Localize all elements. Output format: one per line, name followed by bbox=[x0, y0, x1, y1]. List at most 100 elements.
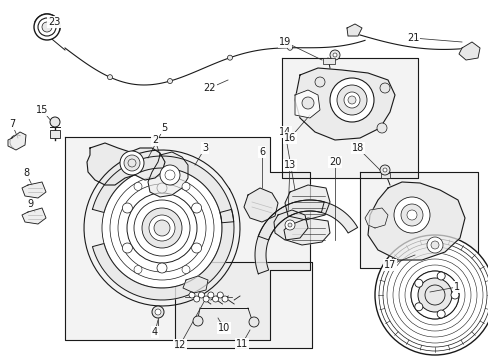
Circle shape bbox=[157, 183, 167, 193]
Bar bbox=[323, 58, 334, 64]
Polygon shape bbox=[92, 156, 233, 223]
Circle shape bbox=[287, 45, 292, 50]
Circle shape bbox=[329, 50, 339, 60]
Polygon shape bbox=[294, 68, 394, 140]
Polygon shape bbox=[148, 152, 187, 197]
Circle shape bbox=[382, 168, 386, 172]
Circle shape bbox=[382, 243, 486, 347]
Bar bbox=[50, 130, 60, 138]
Polygon shape bbox=[65, 137, 309, 340]
Polygon shape bbox=[359, 172, 477, 268]
Text: 13: 13 bbox=[284, 160, 296, 170]
Circle shape bbox=[287, 223, 291, 227]
Text: 10: 10 bbox=[218, 323, 230, 333]
Text: 2: 2 bbox=[152, 135, 158, 145]
Polygon shape bbox=[364, 208, 387, 228]
Circle shape bbox=[142, 208, 182, 248]
Polygon shape bbox=[258, 200, 357, 240]
Text: 9: 9 bbox=[27, 199, 33, 209]
Circle shape bbox=[134, 266, 142, 274]
Circle shape bbox=[436, 310, 444, 318]
Circle shape bbox=[122, 203, 132, 213]
Text: 3: 3 bbox=[202, 143, 207, 153]
Circle shape bbox=[343, 92, 359, 108]
Circle shape bbox=[400, 204, 422, 226]
Polygon shape bbox=[273, 210, 307, 240]
Text: 19: 19 bbox=[278, 37, 290, 47]
Polygon shape bbox=[367, 182, 464, 260]
Text: 15: 15 bbox=[36, 105, 48, 115]
Circle shape bbox=[336, 85, 366, 115]
Text: 17: 17 bbox=[383, 260, 395, 270]
Circle shape bbox=[207, 292, 213, 298]
Text: 14: 14 bbox=[278, 127, 290, 137]
Circle shape bbox=[417, 278, 451, 312]
Polygon shape bbox=[458, 42, 479, 60]
Text: 20: 20 bbox=[328, 157, 341, 167]
Polygon shape bbox=[183, 276, 207, 293]
Bar bbox=[380, 173, 389, 178]
Polygon shape bbox=[346, 24, 361, 36]
Circle shape bbox=[198, 292, 204, 298]
Text: 21: 21 bbox=[406, 33, 418, 43]
Circle shape bbox=[38, 18, 56, 36]
Circle shape bbox=[155, 309, 161, 315]
Circle shape bbox=[154, 220, 170, 236]
Circle shape bbox=[102, 168, 222, 288]
Circle shape bbox=[182, 266, 190, 274]
Circle shape bbox=[149, 215, 175, 241]
Circle shape bbox=[414, 303, 422, 311]
Circle shape bbox=[332, 53, 336, 57]
Circle shape bbox=[426, 237, 442, 253]
Circle shape bbox=[329, 78, 373, 122]
Polygon shape bbox=[22, 208, 46, 224]
Text: 11: 11 bbox=[235, 339, 247, 349]
Circle shape bbox=[302, 97, 313, 109]
Text: 23: 23 bbox=[48, 17, 60, 27]
Circle shape bbox=[127, 193, 197, 263]
Circle shape bbox=[203, 296, 209, 302]
Circle shape bbox=[182, 183, 190, 190]
Polygon shape bbox=[22, 182, 46, 198]
Text: 7: 7 bbox=[9, 119, 15, 129]
Text: 22: 22 bbox=[203, 83, 216, 93]
Polygon shape bbox=[244, 188, 278, 222]
Text: 1: 1 bbox=[453, 282, 459, 292]
Text: 18: 18 bbox=[351, 143, 364, 153]
Text: 12: 12 bbox=[173, 340, 186, 350]
Circle shape bbox=[406, 210, 416, 220]
Circle shape bbox=[347, 96, 355, 104]
Polygon shape bbox=[254, 200, 324, 274]
Circle shape bbox=[217, 292, 223, 298]
Circle shape bbox=[436, 272, 444, 280]
Circle shape bbox=[285, 220, 294, 230]
Circle shape bbox=[189, 292, 195, 298]
Circle shape bbox=[374, 235, 488, 355]
Text: 16: 16 bbox=[284, 133, 296, 143]
Circle shape bbox=[191, 243, 201, 253]
Circle shape bbox=[107, 75, 112, 80]
Circle shape bbox=[193, 296, 199, 302]
Circle shape bbox=[157, 263, 167, 273]
Polygon shape bbox=[294, 90, 319, 118]
Text: 4: 4 bbox=[152, 327, 158, 337]
Circle shape bbox=[314, 77, 325, 87]
Text: 8: 8 bbox=[23, 168, 29, 178]
Polygon shape bbox=[285, 185, 329, 220]
Polygon shape bbox=[92, 210, 234, 300]
Text: 6: 6 bbox=[259, 147, 264, 157]
Polygon shape bbox=[284, 218, 329, 245]
Circle shape bbox=[379, 165, 389, 175]
Circle shape bbox=[424, 285, 444, 305]
Circle shape bbox=[120, 151, 143, 175]
Circle shape bbox=[128, 159, 136, 167]
Text: 5: 5 bbox=[161, 123, 167, 133]
Circle shape bbox=[34, 14, 60, 40]
Circle shape bbox=[167, 78, 172, 84]
Circle shape bbox=[393, 197, 429, 233]
Circle shape bbox=[376, 123, 386, 133]
Circle shape bbox=[152, 306, 163, 318]
Circle shape bbox=[450, 291, 458, 299]
Circle shape bbox=[124, 155, 140, 171]
Circle shape bbox=[50, 117, 60, 127]
